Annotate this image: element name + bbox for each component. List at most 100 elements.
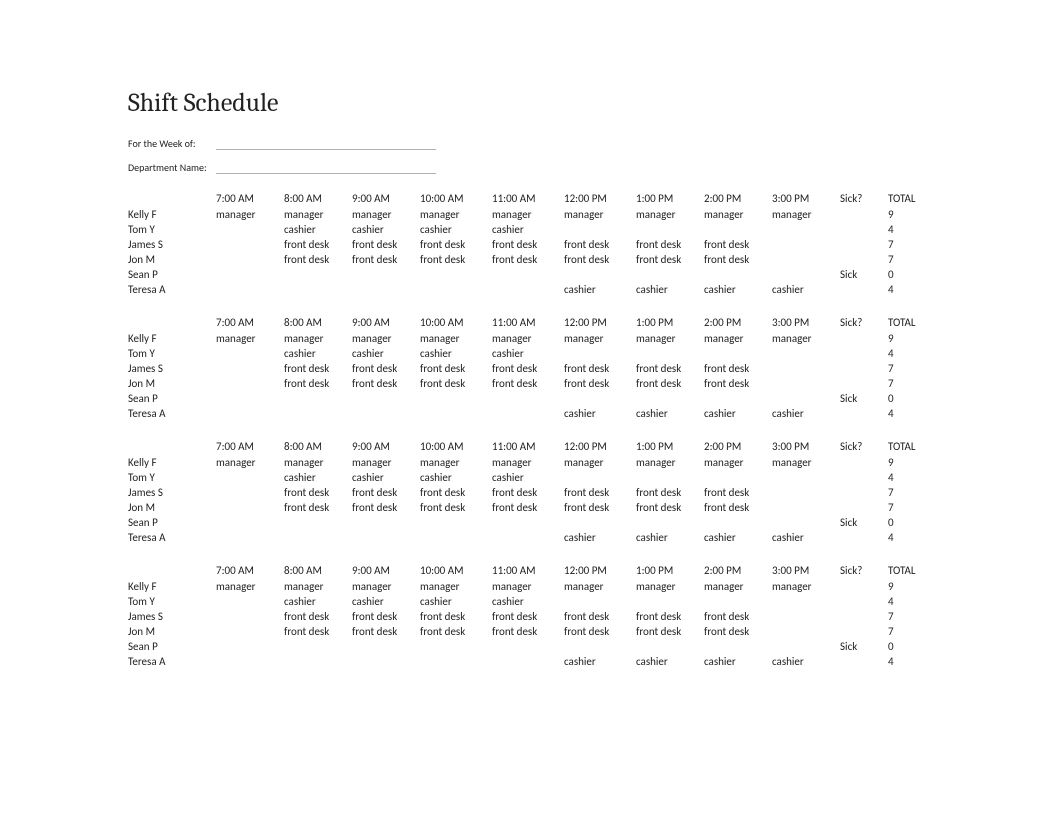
shift-cell: manager [772,332,840,347]
shift-cell: manager [704,332,772,347]
shift-cell: manager [352,456,420,471]
employee-name: Kelly F [128,332,216,347]
shift-cell: front desk [284,362,352,377]
shift-cell [772,347,840,362]
table-row: Sean PSick0 [128,268,936,283]
shift-cell: front desk [704,610,772,625]
dept-field[interactable] [216,160,436,174]
shift-cell: front desk [564,501,636,516]
shift-cell: cashier [352,595,420,610]
shift-cell [492,516,564,531]
schedule-block: 7:00 AM8:00 AM9:00 AM10:00 AM11:00 AM12:… [128,564,1057,670]
col-head-time: 10:00 AM [420,564,492,580]
shift-cell [420,392,492,407]
shift-cell [492,531,564,546]
meta-dept-row: Department Name: [128,160,1057,174]
shift-cell: front desk [420,377,492,392]
shift-cell: cashier [420,595,492,610]
shift-cell [564,516,636,531]
col-head-time: 8:00 AM [284,440,352,456]
shift-cell: manager [420,580,492,595]
total-cell: 4 [888,223,936,238]
employee-name: Tom Y [128,595,216,610]
employee-name: Kelly F [128,580,216,595]
shift-cell: front desk [420,253,492,268]
shift-cell [704,223,772,238]
shift-cell: cashier [704,655,772,670]
col-head-total: TOTAL [888,316,936,332]
shift-cell: front desk [352,486,420,501]
shift-cell: front desk [636,362,704,377]
col-head-time: 10:00 AM [420,192,492,208]
table-row: James Sfront deskfront deskfront deskfro… [128,362,936,377]
col-head-time: 1:00 PM [636,316,704,332]
shift-cell: manager [492,456,564,471]
employee-name: Teresa A [128,283,216,298]
shift-cell: manager [420,208,492,223]
col-head-time: 9:00 AM [352,192,420,208]
employee-name: Kelly F [128,208,216,223]
sick-cell [840,531,888,546]
total-cell: 9 [888,456,936,471]
shift-cell: manager [772,208,840,223]
shift-cell [284,640,352,655]
shift-cell: front desk [492,377,564,392]
shift-cell: front desk [492,501,564,516]
shift-cell [216,595,284,610]
shift-cell: cashier [352,223,420,238]
col-head-time: 11:00 AM [492,564,564,580]
shift-cell: front desk [420,238,492,253]
employee-name: James S [128,486,216,501]
sick-cell [840,471,888,486]
shift-cell [420,640,492,655]
shift-cell [636,392,704,407]
week-field[interactable] [216,136,436,150]
shift-cell [772,501,840,516]
shift-cell [420,268,492,283]
shift-cell: front desk [352,238,420,253]
total-cell: 7 [888,501,936,516]
shift-cell [564,347,636,362]
sick-cell [840,347,888,362]
shift-cell [492,640,564,655]
table-row: Tom Ycashiercashiercashiercashier4 [128,347,936,362]
shift-cell: front desk [636,253,704,268]
schedule-block: 7:00 AM8:00 AM9:00 AM10:00 AM11:00 AM12:… [128,440,1057,546]
col-head-time: 12:00 PM [564,316,636,332]
employee-name: James S [128,362,216,377]
shift-cell: front desk [704,253,772,268]
col-head-time: 8:00 AM [284,316,352,332]
shift-cell: cashier [492,471,564,486]
shift-cell: cashier [564,283,636,298]
sick-cell [840,456,888,471]
total-cell: 0 [888,268,936,283]
shift-cell [636,268,704,283]
total-cell: 7 [888,625,936,640]
shift-cell [492,655,564,670]
shift-cell [420,283,492,298]
schedule-block: 7:00 AM8:00 AM9:00 AM10:00 AM11:00 AM12:… [128,192,1057,298]
col-head-time: 9:00 AM [352,316,420,332]
shift-cell [352,392,420,407]
table-row: Kelly Fmanagermanagermanagermanagermanag… [128,456,936,471]
shift-cell: cashier [636,283,704,298]
sick-cell [840,377,888,392]
table-row: Tom Ycashiercashiercashiercashier4 [128,471,936,486]
shift-cell: front desk [636,610,704,625]
col-head-time: 8:00 AM [284,192,352,208]
shift-cell: cashier [352,471,420,486]
shift-cell: front desk [352,625,420,640]
shift-cell: cashier [704,283,772,298]
shift-cell: front desk [352,253,420,268]
col-head-time: 11:00 AM [492,316,564,332]
shift-cell: manager [216,456,284,471]
employee-name: Sean P [128,640,216,655]
shift-cell: front desk [704,377,772,392]
sick-cell [840,625,888,640]
shift-cell: cashier [772,655,840,670]
shift-cell: front desk [704,486,772,501]
shift-cell [216,625,284,640]
shift-cell: front desk [636,501,704,516]
shift-cell [636,347,704,362]
col-head-time: 2:00 PM [704,316,772,332]
